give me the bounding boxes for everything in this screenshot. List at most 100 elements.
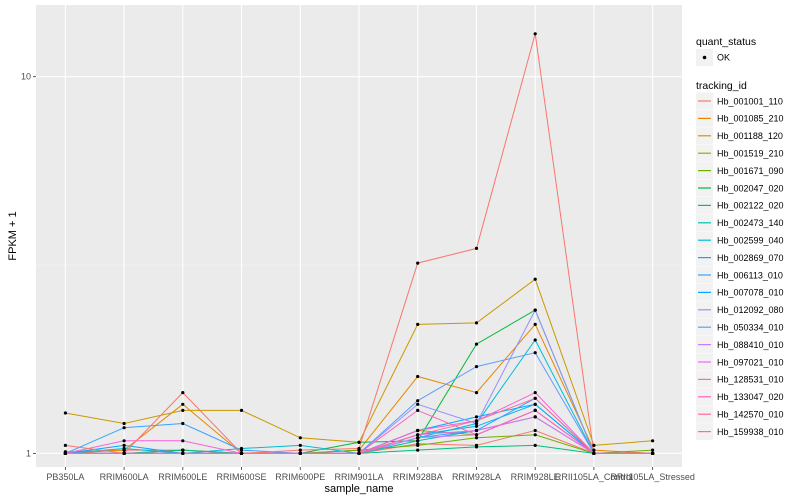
data-point bbox=[533, 351, 537, 355]
legend-label: Hb_001001_110 bbox=[717, 96, 783, 106]
data-point bbox=[416, 436, 420, 440]
data-point bbox=[298, 448, 302, 452]
data-point bbox=[298, 436, 302, 440]
data-point bbox=[474, 246, 479, 250]
legend-label: Hb_133047_020 bbox=[717, 392, 784, 402]
data-point bbox=[474, 391, 479, 395]
data-point bbox=[474, 445, 479, 449]
data-point bbox=[122, 439, 126, 443]
legend: quant_status OK tracking_id Hb_001001_110 Hb… bbox=[696, 36, 784, 441]
x-tick-label: PB350LA bbox=[46, 472, 84, 482]
y-axis: 1 10 bbox=[21, 72, 36, 458]
legend-label: Hb_002122_020 bbox=[717, 201, 784, 211]
data-point bbox=[416, 439, 420, 443]
data-point bbox=[533, 433, 537, 437]
data-point bbox=[181, 402, 185, 406]
legend-label: Hb_159938_010 bbox=[717, 427, 784, 437]
x-tick-label: RRII105LA_Stressed bbox=[610, 472, 695, 482]
legend-label: Hb_001085_210 bbox=[717, 114, 784, 124]
data-point bbox=[181, 439, 185, 443]
data-point bbox=[533, 308, 537, 312]
legend-label: Hb_088410_010 bbox=[717, 340, 784, 350]
data-point bbox=[533, 408, 537, 412]
data-point bbox=[122, 421, 126, 426]
legend-label: Hb_001519_210 bbox=[717, 149, 784, 159]
data-point bbox=[533, 402, 537, 406]
data-point bbox=[181, 391, 185, 395]
data-point bbox=[533, 391, 537, 395]
x-axis-title: sample_name bbox=[324, 483, 393, 495]
data-point bbox=[181, 408, 185, 412]
data-point bbox=[122, 451, 126, 455]
data-point bbox=[181, 448, 185, 452]
data-point bbox=[181, 421, 185, 426]
data-point bbox=[474, 419, 479, 423]
legend-title-shape: quant_status bbox=[696, 36, 756, 48]
data-point bbox=[63, 411, 67, 415]
data-point bbox=[474, 365, 479, 369]
data-point bbox=[63, 443, 67, 447]
x-tick-label: RRII105LA_Control bbox=[555, 472, 633, 482]
data-points bbox=[63, 32, 655, 455]
legend-label: Hb_097021_010 bbox=[717, 357, 784, 367]
data-point bbox=[474, 424, 479, 428]
legend-label: Hb_002599_040 bbox=[717, 236, 784, 246]
data-point bbox=[474, 428, 479, 433]
data-point bbox=[357, 451, 361, 455]
data-point bbox=[474, 415, 479, 419]
data-point bbox=[239, 408, 244, 412]
x-axis: PB350LA RRIM600LA RRIM600LE RRIM600SE RRIM60… bbox=[46, 467, 695, 482]
legend-key-point bbox=[702, 55, 707, 60]
data-point bbox=[416, 443, 420, 447]
data-point bbox=[533, 428, 537, 433]
legend-label: Hb_142570_010 bbox=[717, 410, 784, 420]
legend-label: Hb_002869_070 bbox=[717, 253, 784, 263]
data-point bbox=[122, 446, 126, 451]
data-point bbox=[592, 451, 596, 455]
data-point bbox=[239, 451, 244, 455]
x-tick-label: RRIM600LE bbox=[158, 472, 207, 482]
data-point bbox=[533, 32, 537, 36]
data-point bbox=[474, 421, 479, 426]
legend-label: Hb_006113_010 bbox=[717, 270, 783, 280]
data-point bbox=[416, 448, 420, 452]
data-point bbox=[416, 261, 420, 265]
data-point bbox=[181, 451, 185, 455]
data-point bbox=[533, 322, 537, 326]
legend-label: OK bbox=[717, 53, 730, 63]
data-point bbox=[474, 433, 479, 437]
data-point bbox=[474, 321, 479, 325]
data-point bbox=[298, 451, 302, 455]
legend-label: Hb_002047_020 bbox=[717, 183, 784, 193]
legend-label: Hb_002473_140 bbox=[717, 218, 784, 228]
x-tick-label: RRIM928LE bbox=[511, 472, 560, 482]
legend-label: Hb_128531_010 bbox=[717, 375, 784, 385]
legend-label: Hb_001188_120 bbox=[717, 131, 783, 141]
data-point bbox=[357, 446, 361, 451]
data-point bbox=[416, 399, 420, 403]
data-point bbox=[239, 448, 244, 452]
data-point bbox=[357, 440, 361, 444]
data-point bbox=[533, 338, 537, 342]
legend-label: Hb_012092_080 bbox=[717, 305, 784, 315]
legend-label: Hb_050334_010 bbox=[717, 323, 784, 333]
data-point bbox=[63, 451, 67, 455]
data-point bbox=[416, 433, 420, 437]
data-point bbox=[298, 443, 302, 447]
x-tick-label: RRIM600PE bbox=[275, 472, 325, 482]
data-point bbox=[474, 342, 479, 346]
data-point bbox=[651, 451, 655, 455]
y-axis-title: FPKM + 1 bbox=[7, 211, 19, 260]
data-point bbox=[416, 322, 420, 326]
x-tick-label: RRIM600LA bbox=[100, 472, 149, 482]
data-point bbox=[416, 402, 420, 406]
legend-title-color: tracking_id bbox=[696, 80, 747, 92]
data-point bbox=[533, 396, 537, 400]
y-tick-label: 1 bbox=[26, 448, 31, 458]
data-point bbox=[122, 426, 126, 430]
data-point bbox=[474, 436, 479, 440]
x-tick-label: RRIM600SE bbox=[217, 472, 267, 482]
data-point bbox=[416, 374, 420, 379]
data-point bbox=[533, 443, 537, 447]
